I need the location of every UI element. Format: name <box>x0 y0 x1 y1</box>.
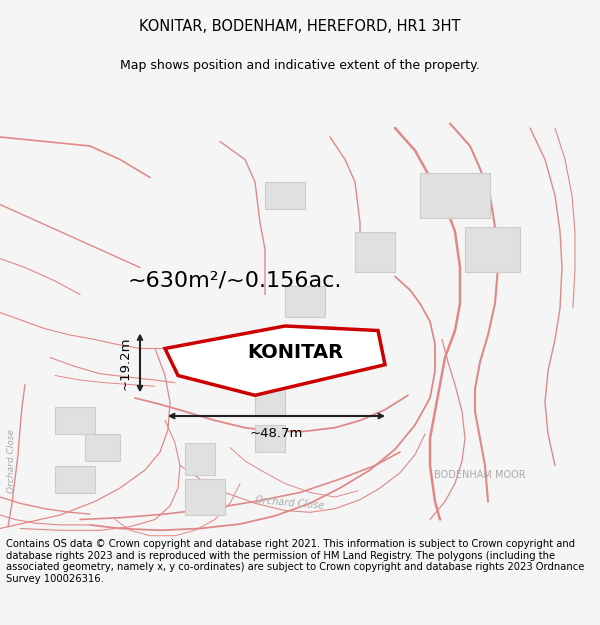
Polygon shape <box>185 443 215 474</box>
Text: BODENHAM MOOR: BODENHAM MOOR <box>434 469 526 479</box>
Polygon shape <box>55 466 95 492</box>
Polygon shape <box>305 326 335 362</box>
Polygon shape <box>285 286 325 317</box>
Polygon shape <box>185 479 225 515</box>
Text: KONITAR, BODENHAM, HEREFORD, HR1 3HT: KONITAR, BODENHAM, HEREFORD, HR1 3HT <box>139 19 461 34</box>
Polygon shape <box>355 231 395 272</box>
Polygon shape <box>465 227 520 272</box>
Text: Orchard Close: Orchard Close <box>7 429 17 493</box>
Polygon shape <box>420 173 490 218</box>
Text: KONITAR: KONITAR <box>247 344 343 362</box>
Text: ~19.2m: ~19.2m <box>119 336 132 389</box>
Text: ~630m²/~0.156ac.: ~630m²/~0.156ac. <box>128 271 342 291</box>
Polygon shape <box>55 407 95 434</box>
Polygon shape <box>255 425 285 452</box>
Text: Map shows position and indicative extent of the property.: Map shows position and indicative extent… <box>120 59 480 72</box>
Polygon shape <box>85 434 120 461</box>
Text: Orchard Close: Orchard Close <box>255 495 325 511</box>
Polygon shape <box>165 326 385 395</box>
Text: ~48.7m: ~48.7m <box>250 427 303 440</box>
Polygon shape <box>255 384 285 416</box>
Text: Contains OS data © Crown copyright and database right 2021. This information is : Contains OS data © Crown copyright and d… <box>6 539 584 584</box>
Polygon shape <box>265 182 305 209</box>
